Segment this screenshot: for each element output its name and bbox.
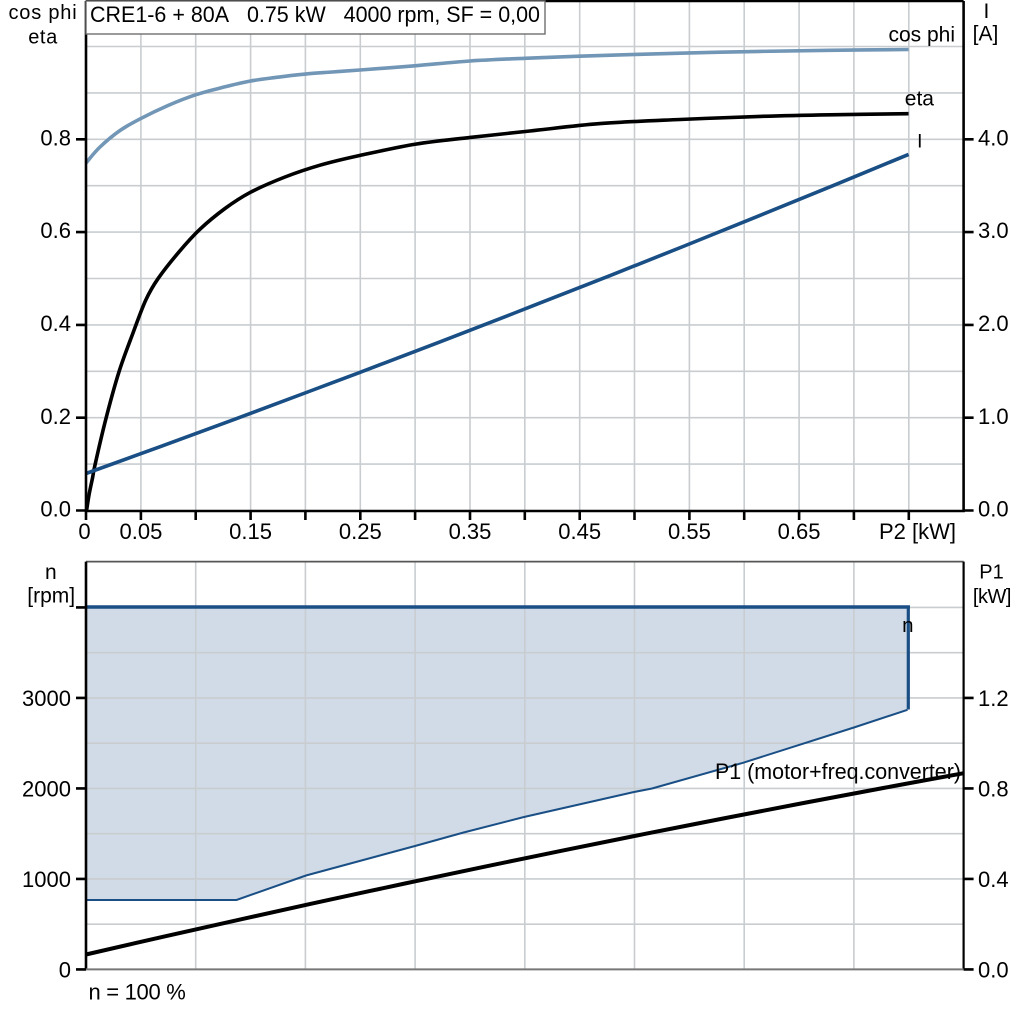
svg-text:1000: 1000 — [22, 867, 71, 892]
svg-text:P1 (motor+freq.converter): P1 (motor+freq.converter) — [715, 759, 961, 784]
svg-text:0.8: 0.8 — [978, 776, 1009, 801]
svg-text:0.35: 0.35 — [449, 519, 492, 544]
svg-text:0.45: 0.45 — [558, 519, 601, 544]
svg-text:0.4: 0.4 — [40, 311, 71, 336]
svg-text:0.05: 0.05 — [119, 519, 162, 544]
svg-text:n: n — [45, 561, 57, 584]
svg-text:2.0: 2.0 — [978, 311, 1009, 336]
svg-text:[rpm]: [rpm] — [27, 585, 75, 608]
svg-text:CRE1-6 + 80A 0.75 kW 4000: CRE1-6 + 80A 0.75 kW 4000 rpm, SF = 0,00 — [90, 2, 540, 27]
svg-text:0.25: 0.25 — [339, 519, 382, 544]
svg-text:P2 [kW]: P2 [kW] — [879, 519, 956, 544]
svg-text:cos phi: cos phi — [9, 2, 78, 24]
svg-text:cos phi: cos phi — [888, 24, 955, 47]
svg-text:eta: eta — [905, 88, 935, 111]
svg-text:0.0: 0.0 — [978, 497, 1009, 522]
svg-text:P1: P1 — [979, 562, 1003, 584]
svg-text:eta: eta — [28, 27, 58, 49]
svg-text:n = 100 %: n = 100 % — [89, 980, 186, 1005]
svg-text:0.6: 0.6 — [40, 218, 71, 243]
svg-text:n: n — [902, 614, 913, 637]
svg-text:0.2: 0.2 — [40, 404, 71, 429]
svg-text:2000: 2000 — [22, 776, 71, 801]
svg-text:I: I — [983, 0, 989, 23]
svg-text:0.4: 0.4 — [978, 867, 1009, 892]
svg-text:0.0: 0.0 — [978, 957, 1009, 982]
svg-text:4.0: 4.0 — [978, 125, 1009, 150]
svg-text:I: I — [917, 132, 922, 153]
svg-text:0: 0 — [78, 519, 90, 544]
svg-text:1.2: 1.2 — [978, 686, 1009, 711]
svg-text:0.55: 0.55 — [668, 519, 711, 544]
svg-text:[A]: [A] — [973, 22, 999, 45]
svg-text:[kW]: [kW] — [973, 586, 1011, 608]
svg-text:0.8: 0.8 — [40, 125, 71, 150]
svg-text:0: 0 — [59, 957, 71, 982]
svg-text:3000: 3000 — [22, 686, 71, 711]
svg-text:0.65: 0.65 — [778, 519, 821, 544]
svg-text:3.0: 3.0 — [978, 218, 1009, 243]
svg-text:0.0: 0.0 — [40, 497, 71, 522]
svg-text:1.0: 1.0 — [978, 404, 1009, 429]
svg-text:0.15: 0.15 — [229, 519, 272, 544]
